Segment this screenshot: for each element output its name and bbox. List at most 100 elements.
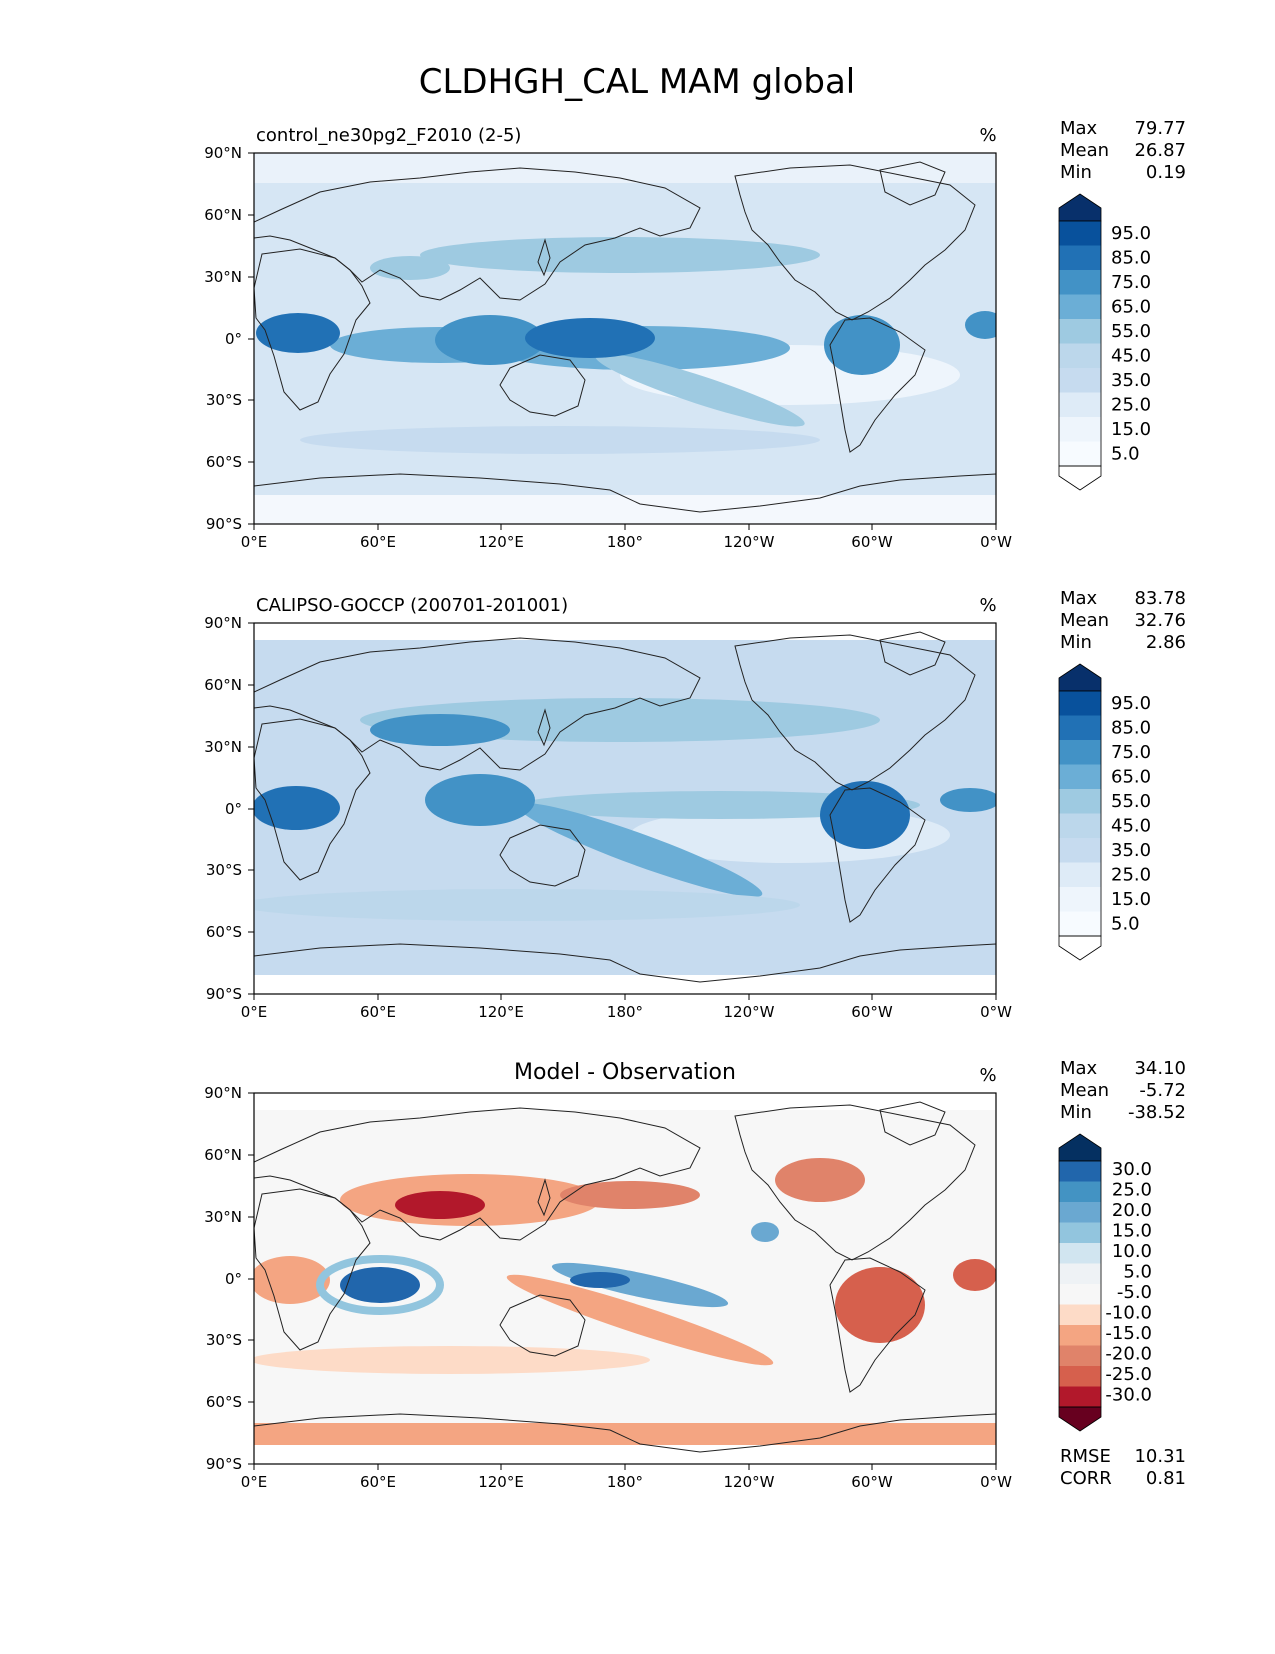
y-tick-label: 60°S: [206, 453, 242, 471]
colorbar-segment: [1059, 1304, 1101, 1325]
antarctica-outline: [253, 473, 997, 513]
y-tick-label: 60°S: [206, 923, 242, 941]
north-america-outline: [734, 1104, 976, 1261]
south-america-outline: [829, 787, 926, 923]
x-tick-label: 120°E: [478, 1473, 524, 1491]
negative-asia-core: [395, 1191, 485, 1219]
x-tick-label: 60°E: [360, 533, 396, 551]
stat-min-label: Min: [1060, 162, 1092, 183]
colorbar-label: 65.0: [1111, 767, 1151, 788]
stats-block: Max 83.78 Mean 32.76 Min 2.86: [1060, 588, 1186, 653]
colorbar-segment: [1059, 1366, 1101, 1387]
storm-track-north: [420, 237, 820, 273]
colorbar-segment: [1059, 441, 1101, 466]
colorbar-segment: [1059, 862, 1101, 887]
antarctica-outline: [253, 943, 997, 983]
x-tick-label: 60°W: [851, 1473, 893, 1491]
figure-title: CLDHGH_CAL MAM global: [419, 62, 856, 102]
australia-outline: [499, 824, 586, 887]
colorbar-segment: [1059, 221, 1101, 246]
map-field: [254, 153, 996, 524]
colorbar-segment: [1059, 368, 1101, 393]
y-tick-label: 30°S: [206, 861, 242, 879]
y-tick-label: 0°: [225, 800, 242, 818]
rmse-label: RMSE: [1060, 1446, 1111, 1467]
colorbar: 30.0 25.0 20.0 15.0 10.0 5.0 -5.0 -10.0 …: [1058, 1133, 1152, 1432]
colorbar-label: 55.0: [1111, 791, 1151, 812]
x-tick-label: 120°W: [724, 533, 775, 551]
eurasia-outline: [253, 1107, 701, 1241]
greenland-outline: [879, 1101, 946, 1146]
stat-mean-value: 26.87: [1134, 140, 1186, 161]
colorbar-label: 25.0: [1111, 865, 1151, 886]
colorbar-label: 35.0: [1111, 370, 1151, 391]
colorbar-label: 25.0: [1111, 395, 1151, 416]
stat-mean-value: -5.72: [1139, 1080, 1186, 1101]
stats-block: Max 34.10 Mean -5.72 Min -38.52: [1060, 1058, 1186, 1123]
y-tick-label: 90°S: [206, 1455, 242, 1473]
antarctic-band: [254, 495, 996, 524]
colorbar-segment: [1059, 417, 1101, 442]
japan-outline: [537, 708, 551, 747]
negative-south-pacific: [506, 1274, 774, 1366]
africa-convection: [256, 313, 340, 353]
rmse-value: 10.31: [1134, 1446, 1186, 1467]
coastlines: [253, 161, 997, 513]
colorbar-label: 10.0: [1112, 1241, 1152, 1262]
tibet-region: [370, 256, 450, 280]
x-tick-label: 0°W: [980, 1003, 1012, 1021]
stats-block: Max 79.77 Mean 26.87 Min 0.19: [1060, 118, 1186, 183]
australia-outline: [499, 1294, 586, 1357]
y-tick-label: 0°: [225, 1270, 242, 1288]
colorbar-segment: [1059, 789, 1101, 814]
positive-east-pacific: [751, 1222, 779, 1242]
panel-model: control_ne30pg2_F2010 (2-5) %: [204, 118, 1186, 551]
colorbar-segment: [1059, 270, 1101, 295]
y-tick-label: 90°S: [206, 985, 242, 1003]
y-tick-label: 30°N: [204, 268, 242, 286]
panel-title: Model - Observation: [514, 1060, 736, 1085]
antarctica-outline: [253, 1413, 997, 1453]
x-tick-label: 120°E: [478, 533, 524, 551]
colorbar-label: 85.0: [1111, 718, 1151, 739]
colorbar-label: 45.0: [1111, 816, 1151, 837]
colorbar-segment: [1059, 1325, 1101, 1346]
stat-mean-label: Mean: [1060, 140, 1109, 161]
spcz: [517, 803, 763, 897]
positive-pacific-core: [570, 1272, 630, 1288]
stat-min-label: Min: [1060, 632, 1092, 653]
negative-south-america: [835, 1267, 925, 1343]
colorbar-segment: [1059, 1202, 1101, 1223]
colorbar-label: -20.0: [1105, 1344, 1152, 1365]
colorbar-labels: 95.0 85.0 75.0 65.0 55.0 45.0 35.0 25.0 …: [1111, 693, 1151, 935]
stat-max-value: 83.78: [1134, 588, 1186, 609]
y-tick-label: 30°S: [206, 1331, 242, 1349]
colorbar-label: 5.0: [1111, 914, 1140, 935]
colorbar-segment: [1059, 1263, 1101, 1284]
x-tick-label: 60°E: [360, 1003, 396, 1021]
colorbar-segment: [1059, 715, 1101, 740]
corr-value: 0.81: [1146, 1468, 1186, 1489]
eurasia-outline: [253, 637, 701, 771]
eurasia-outline: [253, 167, 701, 301]
africa-convection: [254, 786, 340, 830]
x-tick-label: 180°: [607, 533, 643, 551]
maritime-continent: [435, 315, 545, 365]
y-tick-label: 90°N: [204, 614, 242, 632]
negative-north-america: [775, 1158, 865, 1202]
australia-outline: [499, 354, 586, 417]
japan-outline: [537, 238, 551, 277]
map-field: [254, 623, 996, 994]
x-tick-label: 0°W: [980, 1473, 1012, 1491]
y-axis: 90°N 60°N 30°N 0° 30°S 60°S 90°S: [204, 1084, 254, 1473]
colorbar-top-extend: [1058, 663, 1102, 692]
japan-outline: [537, 1178, 551, 1217]
negative-north-pacific: [560, 1181, 700, 1209]
greenland-outline: [879, 161, 946, 206]
colorbar-segment: [1059, 392, 1101, 417]
stat-min-value: -38.52: [1128, 1102, 1186, 1123]
colorbar-segment: [1059, 1345, 1101, 1366]
colorbar-label: -25.0: [1105, 1364, 1152, 1385]
x-tick-label: 0°E: [241, 533, 268, 551]
y-tick-label: 60°N: [204, 1146, 242, 1164]
